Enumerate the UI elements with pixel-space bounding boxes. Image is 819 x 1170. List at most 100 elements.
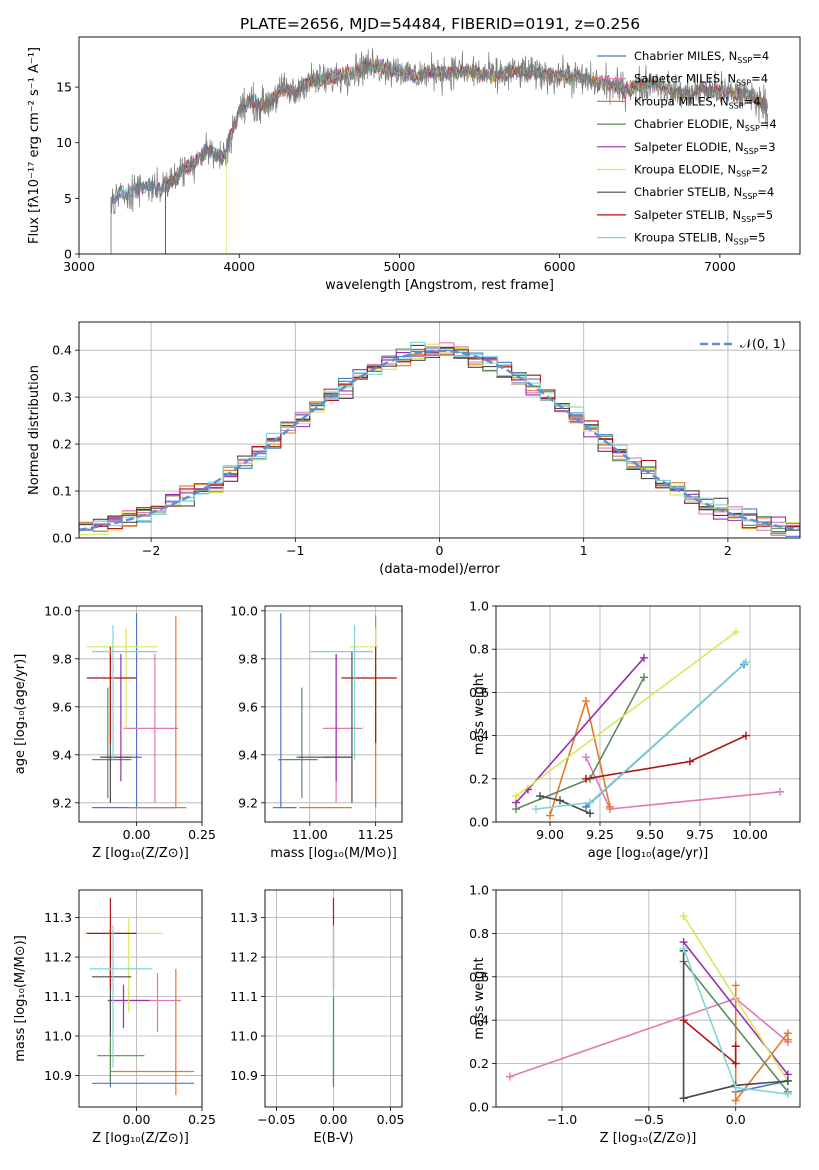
weight-line xyxy=(682,915,789,1082)
y-tick-label: 0.6 xyxy=(469,969,489,984)
weight-marker xyxy=(686,757,694,766)
x-axis-label: wavelength [Angstrom, rest frame] xyxy=(325,278,554,293)
x-tick-label: 0.00 xyxy=(320,1112,348,1127)
x-tick-label: 11.00 xyxy=(292,827,328,842)
y-tick-label: 5 xyxy=(64,191,72,206)
y-tick-label: 0.4 xyxy=(52,343,72,358)
x-axis-label: Z [log₁₀(Z/Z⊙)] xyxy=(92,846,189,861)
plot-area xyxy=(496,606,800,822)
y-tick-label: 15 xyxy=(56,80,72,95)
weight-marker xyxy=(546,811,554,820)
y-tick-label: 10.0 xyxy=(230,603,258,618)
y-tick-label: 0.0 xyxy=(469,1100,489,1115)
y-tick-label: 10.0 xyxy=(44,603,72,618)
y-tick-label: 9.6 xyxy=(238,699,258,714)
y-tick-label: 0.0 xyxy=(52,531,72,546)
plot-area xyxy=(265,606,402,822)
x-tick-label: −1 xyxy=(286,543,304,558)
x-tick-label: 0.00 xyxy=(123,827,151,842)
y-tick-label: 11.2 xyxy=(230,950,258,965)
x-tick-label: 5000 xyxy=(384,259,416,274)
weight-marker xyxy=(582,774,590,783)
weight-marker xyxy=(679,944,688,953)
x-tick-label: 6000 xyxy=(544,259,576,274)
y-axis-label: mass weight xyxy=(472,673,487,755)
x-tick-label: 0.0 xyxy=(726,1112,746,1127)
weight-marker xyxy=(783,1035,792,1044)
weight-line xyxy=(515,676,645,810)
weight-marker xyxy=(742,731,750,740)
legend-entry: Chabrier ELODIE, NSSP=4 xyxy=(634,117,777,133)
legend: Chabrier MILES, NSSP=4 Salpeter MILES, NS… xyxy=(597,49,777,247)
y-tick-label: 9.2 xyxy=(52,795,72,810)
weight-marker xyxy=(640,653,648,662)
y-axis-label: Normed distribution xyxy=(27,365,42,495)
x-axis-label: E(B-V) xyxy=(313,1131,353,1146)
weight-marker xyxy=(582,802,590,811)
y-tick-label: 11.0 xyxy=(230,1028,258,1043)
legend-entry: Salpeter ELODIE, NSSP=3 xyxy=(634,140,776,156)
histogram-step xyxy=(79,341,800,538)
y-axis-label: mass [log₁₀(M/M⊙)] xyxy=(13,935,28,1062)
y-tick-label: 10.9 xyxy=(44,1068,72,1083)
legend-entry: 𝒩(0, 1) xyxy=(740,336,786,351)
weight-marker xyxy=(742,658,750,667)
plot-area xyxy=(496,890,800,1107)
x-axis-label: mass [log₁₀(M/M⊙)] xyxy=(270,846,397,861)
y-tick-label: 9.8 xyxy=(238,651,258,666)
weight-marker xyxy=(731,1083,740,1092)
weight-marker xyxy=(606,802,614,811)
x-tick-label: 0.25 xyxy=(188,1112,216,1127)
y-tick-label: 0.3 xyxy=(52,390,72,405)
x-tick-label: 2 xyxy=(724,543,732,558)
y-tick-label: 9.4 xyxy=(238,747,258,762)
weight-marker xyxy=(783,1076,792,1085)
y-tick-label: 0.1 xyxy=(52,484,72,499)
weight-marker xyxy=(512,792,520,801)
y-tick-label: 11.3 xyxy=(230,910,258,925)
x-tick-label: 0.00 xyxy=(123,1112,151,1127)
weight-line xyxy=(515,631,737,797)
plot-area xyxy=(265,890,402,1107)
y-tick-label: 11.2 xyxy=(44,950,72,965)
x-tick-label: 4000 xyxy=(223,259,255,274)
x-tick-label: 7000 xyxy=(704,259,736,274)
y-tick-label: 9.8 xyxy=(52,651,72,666)
age-vs-mass-panel: 11.00 11.25 9.2 9.4 9.6 9.8 10.0 mass [log₁₀(M/… xyxy=(230,603,403,861)
weight-marker xyxy=(586,809,594,818)
legend-entry: Chabrier MILES, NSSP=4 xyxy=(634,49,769,65)
y-tick-label: 0.0 xyxy=(469,815,489,830)
weight-marker xyxy=(776,787,784,796)
mass-vs-reddening-panel: −0.05 0.00 0.05 10.9 11.0 11.1 11.2 11.3 E(B-V) xyxy=(230,889,405,1146)
x-tick-label: 9.75 xyxy=(686,827,714,842)
weight-marker xyxy=(556,796,564,805)
axes-frame xyxy=(264,605,403,823)
weight-marker xyxy=(679,912,688,921)
chart-title: PLATE=2656, MJD=54484, FIBERID=0191, z=0… xyxy=(240,15,640,33)
x-tick-label: 0.25 xyxy=(188,827,216,842)
x-tick-label: 1 xyxy=(580,543,588,558)
weight-marker xyxy=(731,1059,740,1068)
plot-area xyxy=(79,890,202,1107)
y-tick-label: 10 xyxy=(56,135,72,150)
x-tick-label: −0.05 xyxy=(257,1112,295,1127)
axes-frame xyxy=(264,889,403,1108)
legend-entry: Salpeter STELIB, NSSP=5 xyxy=(634,208,773,224)
weight-marker xyxy=(582,697,590,706)
age-vs-metallicity-panel: 0.00 0.25 9.2 9.4 9.6 9.8 10.0 Z [log₁₀(Z/Z⊙)] a… xyxy=(13,603,216,861)
residual-histogram-panel: −2 −1 0 1 2 0.0 0.1 0.2 0.3 0.4 (data-model)/error… xyxy=(27,321,801,577)
axes-frame xyxy=(78,605,203,823)
mass-vs-metallicity-panel: 0.00 0.25 10.9 11.0 11.1 11.2 11.3 Z [log₁₀(Z/Z… xyxy=(13,889,216,1146)
weight-marker xyxy=(532,805,540,814)
legend-entry: Kroupa MILES, NSSP=4 xyxy=(634,94,761,110)
weight-marker xyxy=(731,981,740,990)
x-axis-label: (data-model)/error xyxy=(379,562,500,577)
x-tick-label: 3000 xyxy=(63,259,95,274)
x-tick-label: 0.05 xyxy=(377,1112,405,1127)
y-tick-label: 1.0 xyxy=(469,599,489,614)
legend-entry: Kroupa ELODIE, NSSP=2 xyxy=(634,163,768,179)
weight-marker xyxy=(731,1042,740,1051)
weight-line xyxy=(682,961,789,1093)
y-tick-label: 0.2 xyxy=(469,1056,489,1071)
